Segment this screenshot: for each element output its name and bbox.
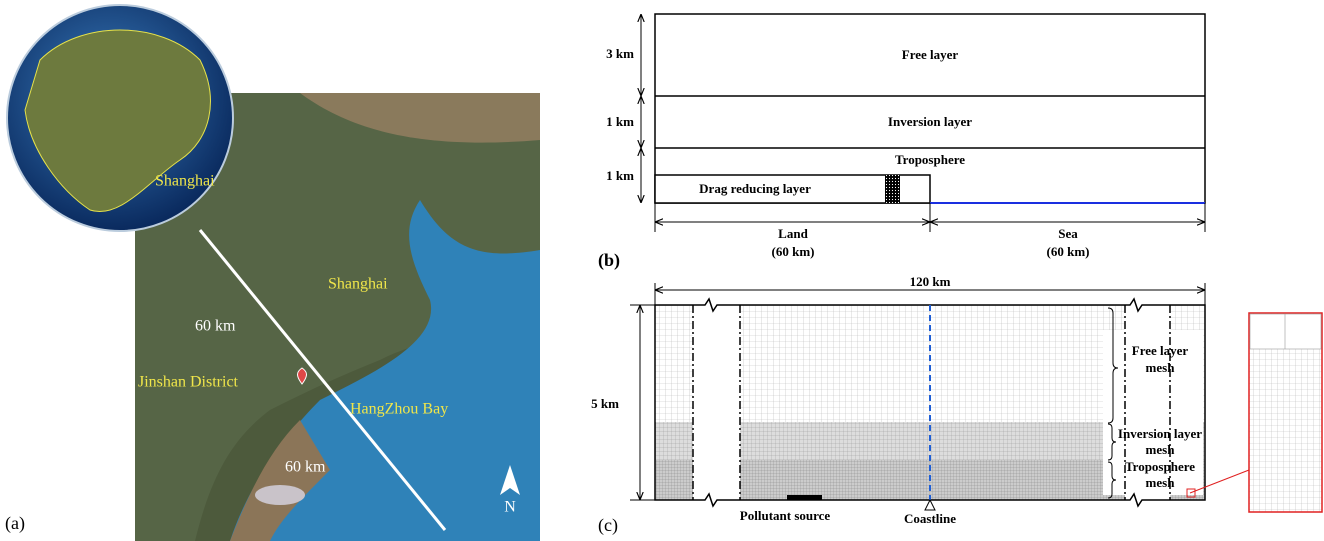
mesh-label: mesh	[1146, 360, 1176, 375]
panel-label: (a)	[5, 513, 25, 534]
globe-label: Shanghai	[155, 173, 215, 190]
mesh	[655, 460, 693, 500]
map-label: Jinshan District	[138, 374, 239, 391]
mesh-label: mesh	[1146, 475, 1176, 490]
distance-label: 60 km	[195, 318, 236, 335]
map-label: Shanghai	[328, 276, 388, 293]
mesh-label: Free layer	[1132, 343, 1189, 358]
mesh-label: mesh	[1146, 442, 1176, 457]
panel-label: (c)	[598, 515, 618, 536]
layer-labels: 3 km 1 km 1 km Free layer Inversion laye…	[598, 46, 1089, 271]
layer-name: Inversion layer	[888, 114, 972, 129]
layer-height: 1 km	[606, 114, 634, 129]
mesh	[740, 460, 1125, 500]
panel-label: (b)	[598, 250, 620, 271]
drag-layer-label: Drag reducing layer	[699, 181, 811, 196]
distance-label: 60 km	[285, 459, 326, 476]
north-label: N	[504, 499, 516, 516]
region-width: (60 km)	[772, 244, 815, 259]
height-label: 5 km	[591, 396, 619, 411]
region-label: Sea	[1058, 226, 1078, 241]
mesh-diagram: 120 km 5 km Free layer mesh Inversion la…	[591, 274, 1322, 536]
region-label: Land	[778, 226, 808, 241]
layer-name: Free layer	[902, 47, 959, 62]
mesh	[655, 422, 693, 460]
cloud	[255, 485, 305, 505]
map-panel: N Shanghai 60 km Jinshan District HangZh…	[5, 5, 540, 541]
inset-coarse-cell	[1250, 314, 1321, 349]
width-label: 120 km	[910, 274, 951, 289]
coastline-marker	[925, 500, 935, 510]
layer-name: Troposphere	[895, 152, 965, 167]
pollutant-source	[787, 495, 822, 500]
map-label: HangZhou Bay	[350, 401, 448, 418]
figure: N Shanghai 60 km Jinshan District HangZh…	[0, 0, 1324, 541]
layer-height: 1 km	[606, 168, 634, 183]
source-label: Pollutant source	[740, 508, 831, 523]
pollutant-block	[885, 175, 900, 203]
mesh-label: Inversion layer	[1118, 426, 1202, 441]
region-width: (60 km)	[1047, 244, 1090, 259]
mesh-label: Troposphere	[1125, 459, 1195, 474]
layer-height: 3 km	[606, 46, 634, 61]
mesh	[740, 422, 1125, 460]
coastline-label: Coastline	[904, 511, 956, 526]
